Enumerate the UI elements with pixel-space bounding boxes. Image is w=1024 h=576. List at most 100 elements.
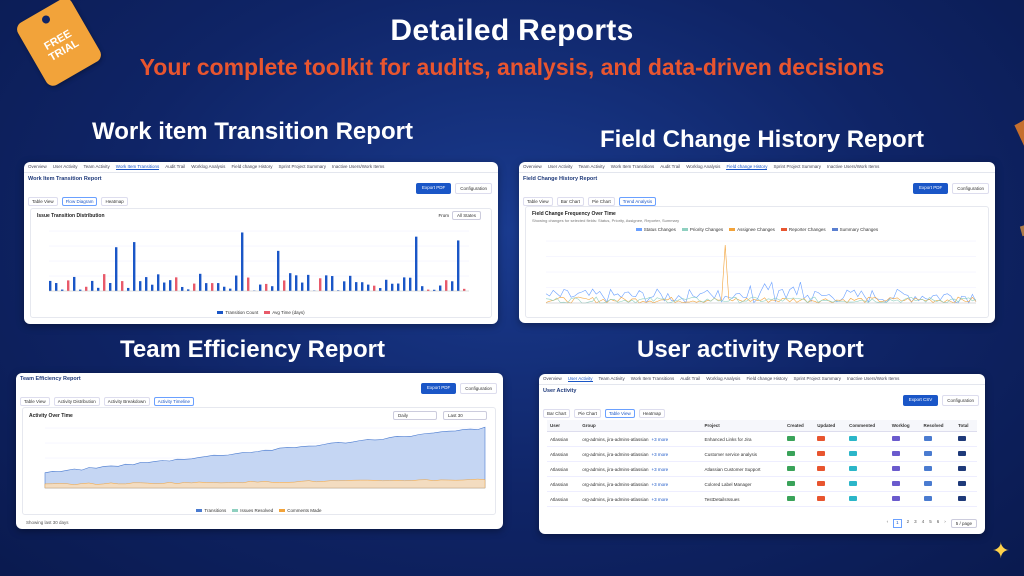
table-header-row: User Group Project Created Updated Comme…: [547, 420, 977, 432]
pie-chart-button[interactable]: Pie Chart: [587, 197, 615, 206]
page-2[interactable]: 2: [906, 519, 910, 524]
tab-sprint-summary[interactable]: Sprint Project Summary: [773, 164, 821, 169]
transition-bar: [85, 286, 88, 291]
export-pdf-button[interactable]: Export PDF: [420, 383, 457, 394]
table-view-button[interactable]: Table View: [28, 197, 58, 206]
field-view-switcher: Table View Bar Chart Pie Chart Trend Ana…: [519, 194, 995, 209]
bar-chart-button[interactable]: Bar Chart: [543, 409, 571, 418]
tab-transitions[interactable]: Work Item Transitions: [610, 164, 655, 169]
count-cell: [888, 446, 921, 462]
tab-inactive[interactable]: Inactive Users/Work Items: [826, 164, 880, 169]
col-group[interactable]: Group: [579, 420, 702, 432]
tab-field-history[interactable]: Field change History: [746, 376, 788, 381]
export-pdf-button[interactable]: Export PDF: [912, 183, 949, 194]
range-select[interactable]: Last 30: [443, 411, 487, 420]
transition-report-card: Overview User Activity Team Activity Wor…: [24, 162, 498, 324]
tab-field-history[interactable]: Field change History: [231, 164, 273, 169]
configuration-button[interactable]: Configuration: [942, 395, 979, 406]
project-cell: Customer service analysis: [701, 446, 784, 462]
tab-audit-trail[interactable]: Audit Trail: [680, 376, 701, 381]
tab-overview[interactable]: Overview: [523, 164, 542, 169]
page-size-select[interactable]: 5 / page: [950, 519, 977, 528]
table-row[interactable]: Atlassian org-admins, jira-admins-atlassi…: [547, 476, 977, 492]
table-row[interactable]: Atlassian org-admins, jira-admins-atlassi…: [547, 446, 977, 462]
tab-field-history[interactable]: Field change History: [726, 164, 768, 170]
legend-comments: Comments Made: [279, 508, 322, 513]
tab-transitions[interactable]: Work Item Transitions: [115, 164, 160, 170]
tab-transitions[interactable]: Work Item Transitions: [630, 376, 675, 381]
tab-sprint-summary[interactable]: Sprint Project Summary: [793, 376, 841, 381]
tab-user-activity[interactable]: User Activity: [567, 376, 593, 382]
configuration-button[interactable]: Configuration: [460, 383, 497, 394]
more-groups-link[interactable]: +3 more: [651, 466, 669, 472]
table-row[interactable]: Atlassian org-admins, jira-admins-atlassi…: [547, 491, 977, 507]
trend-analysis-button[interactable]: Trend Analysis: [618, 197, 657, 206]
col-user[interactable]: User: [547, 420, 580, 432]
table-row[interactable]: Atlassian org-admins, jira-admins-atlassi…: [547, 461, 977, 477]
col-total[interactable]: Total: [955, 420, 977, 432]
tab-worklog[interactable]: Worklog Analysis: [706, 376, 741, 381]
legend-transitions: Transitions: [196, 508, 226, 513]
page-3[interactable]: 3: [914, 519, 917, 524]
export-pdf-button[interactable]: Export PDF: [415, 183, 452, 194]
prev-page-icon[interactable]: ‹: [886, 519, 889, 524]
tab-worklog[interactable]: Worklog Analysis: [191, 164, 226, 169]
transition-bar: [235, 275, 238, 291]
pie-chart-button[interactable]: Pie Chart: [574, 409, 602, 418]
col-resolved[interactable]: Resolved: [920, 420, 956, 432]
table-view-button[interactable]: Table View: [523, 197, 553, 206]
heatmap-button[interactable]: Heatmap: [638, 409, 665, 418]
period-select[interactable]: Daily: [393, 411, 437, 420]
heatmap-button[interactable]: Heatmap: [101, 197, 128, 206]
page-4[interactable]: 4: [921, 519, 925, 524]
activity-timeline-button[interactable]: Activity Timeline: [153, 397, 194, 406]
table-row[interactable]: Atlassian org-admins, jira-admins-atlassi…: [547, 431, 977, 447]
configuration-button[interactable]: Configuration: [952, 183, 989, 194]
tab-audit-trail[interactable]: Audit Trail: [660, 164, 681, 169]
count-badge: [817, 466, 826, 471]
bar-chart-button[interactable]: Bar Chart: [556, 197, 584, 206]
page-1[interactable]: 1: [893, 519, 902, 528]
export-csv-button[interactable]: Export CSV: [902, 395, 939, 406]
from-select[interactable]: All States: [451, 211, 481, 220]
tab-inactive[interactable]: Inactive Users/Work Items: [846, 376, 900, 381]
more-groups-link[interactable]: +3 more: [651, 451, 669, 457]
col-updated[interactable]: Updated: [814, 420, 847, 432]
tab-team-activity[interactable]: Team Activity: [578, 164, 605, 169]
count-badge: [923, 496, 932, 501]
tab-team-activity[interactable]: Team Activity: [83, 164, 110, 169]
tab-user-activity[interactable]: User Activity: [52, 164, 78, 169]
tab-audit-trail[interactable]: Audit Trail: [165, 164, 186, 169]
count-cell: [846, 491, 889, 507]
tab-sprint-summary[interactable]: Sprint Project Summary: [278, 164, 326, 169]
tab-overview[interactable]: Overview: [28, 164, 47, 169]
flow-diagram-button[interactable]: Flow Diagram: [61, 197, 98, 206]
configuration-button[interactable]: Configuration: [455, 183, 492, 194]
page-6[interactable]: 6: [936, 519, 940, 524]
tab-worklog[interactable]: Worklog Analysis: [686, 164, 721, 169]
tab-team-activity[interactable]: Team Activity: [598, 376, 625, 381]
more-groups-link[interactable]: +3 more: [651, 496, 669, 502]
group-text: org-admins, jira-admins-atlassian: [582, 436, 649, 442]
activity-breakdown-button[interactable]: Activity Breakdown: [103, 397, 150, 406]
transition-bar: [91, 280, 94, 291]
activity-distribution-button[interactable]: Activity Distribution: [53, 397, 100, 406]
page-5[interactable]: 5: [929, 519, 932, 524]
table-view-button[interactable]: Table View: [20, 397, 50, 406]
col-created[interactable]: Created: [783, 420, 815, 432]
tab-user-activity[interactable]: User Activity: [547, 164, 573, 169]
table-view-button[interactable]: Table View: [605, 409, 635, 418]
tab-inactive[interactable]: Inactive Users/Work Items: [331, 164, 385, 169]
next-page-icon[interactable]: ›: [944, 519, 946, 524]
count-cell: [783, 446, 815, 462]
col-project[interactable]: Project: [701, 420, 784, 432]
more-groups-link[interactable]: +3 more: [651, 481, 669, 487]
col-commented[interactable]: Commented: [846, 420, 889, 432]
transition-bar: [427, 289, 430, 291]
group-cell: org-admins, jira-admins-atlassian +3 more: [579, 431, 702, 447]
more-groups-link[interactable]: +3 more: [651, 436, 669, 442]
pagination: ‹ 1 2 3 4 5 6 › 5 / page: [887, 519, 977, 528]
tab-overview[interactable]: Overview: [543, 376, 562, 381]
col-worklog[interactable]: Worklog: [888, 420, 921, 432]
transition-chart-title: Issue Transition Distribution: [37, 213, 105, 219]
